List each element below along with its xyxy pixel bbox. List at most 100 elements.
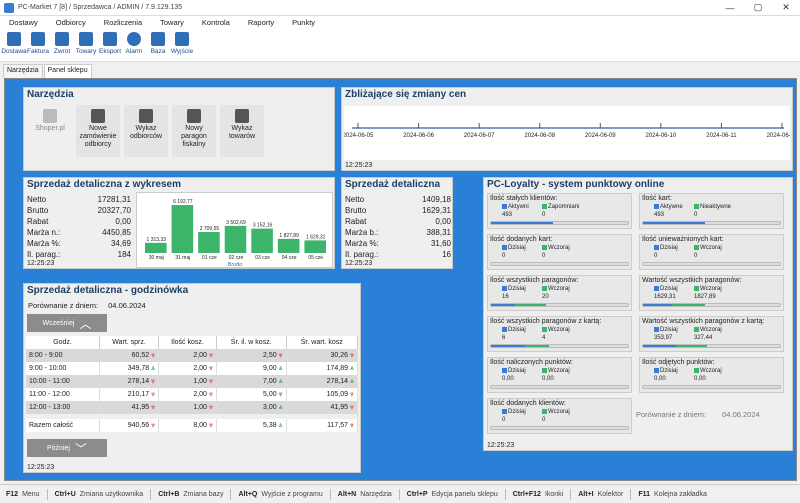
kv-key: Marża b.: <box>345 228 379 237</box>
loyalty-checkbox[interactable]: Zapomniani <box>542 204 579 210</box>
checkbox-icon <box>502 245 507 250</box>
checkbox-label: Dzisiaj <box>508 286 526 293</box>
maximize-button[interactable]: ▢ <box>753 2 763 12</box>
table-row[interactable]: 11:00 - 12:00 210,17 ⩔ 2,00 ⩔ 5,00 ⩔ 105,09 ⩔ <box>26 388 359 401</box>
bar-category-label: 01 cze <box>202 255 217 261</box>
toolbar-label: Wyjście <box>170 48 194 55</box>
trend-down-icon: ⩔ <box>278 390 283 398</box>
kv-value: 1409,18 <box>422 195 451 204</box>
table-row[interactable]: 9:00 - 10:00 349,78 ⩓ 2,00 ⩔ 9,00 ⩓ 174,89 ⩓ <box>26 362 359 375</box>
loyalty-value: 327,44 <box>694 335 713 341</box>
tool-item[interactable]: Nowy paragon fiskalny <box>172 105 216 157</box>
tool-item[interactable]: Nowe zamówienie odbiorcy <box>76 105 120 157</box>
loyalty-checkbox[interactable]: Wczoraj <box>694 286 722 292</box>
status-shortcut[interactable]: Ctrl+B Zmiana bazy <box>158 491 223 498</box>
tab[interactable]: Narzędzia <box>3 64 43 78</box>
loyalty-checkbox[interactable]: Dzisiaj <box>654 368 678 374</box>
loyalty-checkbox[interactable]: Dzisiaj <box>502 409 526 415</box>
loyalty-checkbox[interactable]: Dzisiaj <box>502 368 526 374</box>
table-row[interactable]: 12:00 - 13:00 41,95 ⩔ 1,00 ⩔ 3,00 ⩓ 41,95 ⩔ <box>26 401 359 414</box>
close-button[interactable]: ✕ <box>782 2 790 12</box>
price-timeline[interactable]: 2024-06-05 2024-06-06 2024-06-07 2024-06-08… <box>343 106 798 160</box>
loyalty-checkbox[interactable]: Wczoraj <box>542 327 570 333</box>
loyalty-checkbox[interactable]: Dzisiaj <box>502 327 526 333</box>
value-cell: 5,00 ⩔ <box>216 388 287 401</box>
loyalty-checkbox[interactable]: Wczoraj <box>542 409 570 415</box>
loyalty-checkbox[interactable]: Dzisiaj <box>654 245 678 251</box>
toolbar-label: Baza <box>150 48 166 55</box>
checkbox-icon <box>542 368 547 373</box>
status-shortcut[interactable]: F12 Menu <box>6 491 40 498</box>
checkbox-label: Dzisiaj <box>660 327 678 334</box>
status-shortcut[interactable]: Ctrl+P Edycja panelu sklepu <box>407 491 498 498</box>
loyalty-checkbox[interactable]: Wczoraj <box>542 368 570 374</box>
checkbox-label: Dzisiaj <box>660 286 678 293</box>
tools-title: Narzędzia <box>27 89 74 100</box>
toolbar-button[interactable]: Eksport <box>99 29 121 61</box>
checkbox-label: Dzisiaj <box>508 368 526 375</box>
status-shortcut[interactable]: Alt+Q Wyjście z programu <box>238 491 322 498</box>
tab[interactable]: Panel sklepu <box>43 64 92 78</box>
loyalty-card: Ilość dodanych kart: Dzisiaj 0 Wczoraj 0 <box>487 234 632 270</box>
loyalty-checkbox[interactable]: Dzisiaj <box>654 286 678 292</box>
loyalty-checkbox[interactable]: Wczoraj <box>694 368 722 374</box>
toolbar-button[interactable]: Baza <box>148 29 168 61</box>
loyalty-progress <box>490 303 629 307</box>
loyalty-card: Ilość stałych klientów: Aktywni 493 Zapomni… <box>487 193 632 229</box>
timeline-date: 2024-06-09 <box>585 133 616 139</box>
menu-item[interactable]: Punkty <box>292 18 316 27</box>
cell-value: 174,89 <box>326 364 349 372</box>
trend-down-icon: ⩔ <box>151 421 156 429</box>
loyalty-checkbox[interactable]: Aktywni <box>502 204 529 210</box>
progress-fill-blue <box>643 222 705 224</box>
tool-item[interactable]: Wykaz towarów <box>220 105 264 157</box>
loyalty-checkbox[interactable]: Dzisiaj <box>502 286 526 292</box>
loyalty-value: 1629,31 <box>654 294 676 300</box>
bar-value-label: 3 152,16 <box>253 223 273 229</box>
menu-item[interactable]: Towary <box>160 18 184 27</box>
toolbar-button[interactable]: Dostawa <box>1 29 27 61</box>
kv-row: Marża %: 34,69 <box>27 238 131 249</box>
status-shortcut[interactable]: F11 Kolejna zakładka <box>638 491 707 498</box>
checkbox-label: Dzisiaj <box>508 327 526 334</box>
loyalty-checkbox[interactable]: Wczoraj <box>542 286 570 292</box>
tool-item[interactable]: Wykaz odbiorców <box>124 105 168 157</box>
status-shortcut[interactable]: Alt+N Narzędzia <box>338 491 392 498</box>
menu-item[interactable]: Dostawy <box>9 18 38 27</box>
loyalty-checkbox[interactable]: Wczoraj <box>694 245 722 251</box>
table-row[interactable]: 8:00 - 9:00 60,52 ⩔ 2,00 ⩔ 2,50 ⩔ 30,26 ⩔ <box>26 349 359 362</box>
menu-item[interactable]: Kontrola <box>201 18 230 27</box>
toolbar-button[interactable]: Zwrot <box>52 29 72 61</box>
loyalty-checkbox[interactable]: Dzisiaj <box>654 327 678 333</box>
loyalty-checkbox[interactable]: Nieaktywne <box>694 204 731 210</box>
table-row[interactable]: 10:00 - 11:00 278,14 ⩔ 1,00 ⩔ 7,00 ⩓ 278,14 ⩓ <box>26 375 359 388</box>
loyalty-checkbox[interactable]: Aktywne <box>654 204 683 210</box>
table-row[interactable]: Razem całość 940,56 ⩔ 8,00 ⩔ 5,38 ⩓ 117,57 ⩔ <box>26 419 359 432</box>
loyalty-checkbox[interactable]: Wczoraj <box>542 245 570 251</box>
cell-value: 105,09 <box>326 390 349 398</box>
tool-item[interactable]: Shoper.pl <box>28 105 72 157</box>
menu-item[interactable]: Odbiorcy <box>55 18 86 27</box>
earlier-button[interactable]: Wcześniej ︿ <box>27 314 107 332</box>
menu-item[interactable]: Raporty <box>247 18 275 27</box>
status-shortcut[interactable]: Ctrl+F12 Ikonki <box>513 491 564 498</box>
status-shortcut[interactable]: Alt+I Kolektor <box>578 491 623 498</box>
loyalty-checkbox[interactable]: Wczoraj <box>694 327 722 333</box>
trend-up-icon: ⩓ <box>350 364 354 372</box>
toolbar-button[interactable]: Alarm <box>124 29 144 61</box>
toolbar-button[interactable]: Wyjście <box>170 29 194 61</box>
status-shortcut[interactable]: Ctrl+U Zmiana użytkownika <box>55 491 144 498</box>
kv-value: 16 <box>442 250 451 259</box>
loyalty-progress <box>642 303 781 307</box>
compare-label: Porównanie z dniem: <box>28 301 99 310</box>
loyalty-card-title: Ilość wszystkich paragonów z kartą: <box>490 318 602 325</box>
menu-item[interactable]: Rozliczenia <box>103 18 143 27</box>
checkbox-label: Wczoraj <box>548 368 570 375</box>
price-changes-title: Zbliżające się zmiany cen <box>345 89 467 100</box>
later-button[interactable]: Później ﹀ <box>27 439 107 457</box>
loyalty-checkbox[interactable]: Dzisiaj <box>502 245 526 251</box>
toolbar-button[interactable]: Faktura <box>27 29 49 61</box>
progress-fill-blue <box>491 345 526 347</box>
minimize-button[interactable]: — <box>725 2 735 13</box>
toolbar-button[interactable]: Towary <box>76 29 96 61</box>
